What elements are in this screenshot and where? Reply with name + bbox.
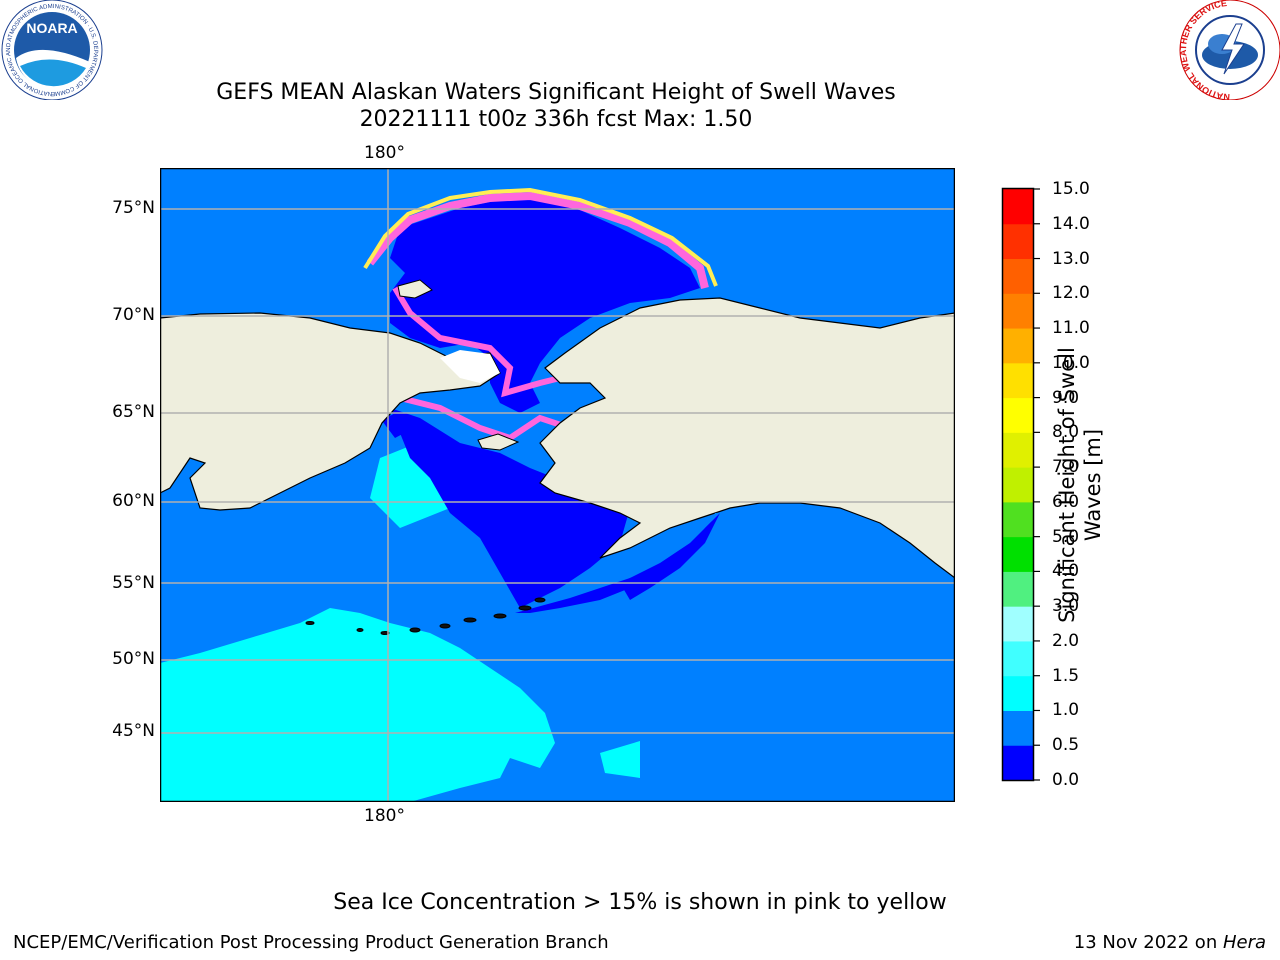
- colorbar-tick-label: 8.0: [1052, 422, 1080, 443]
- colorbar-tick-label: 13.0: [1052, 248, 1090, 269]
- ocean-cyan-patch-1: [165, 753, 220, 793]
- lon-label-top: 180°: [364, 143, 405, 163]
- ocean-dark-bering-arctic: [380, 408, 630, 608]
- nws-logo: NATIONAL WEATHER SERVICE: [1178, 0, 1280, 100]
- colorbar-tick-label: 2.0: [1052, 630, 1080, 651]
- title-line-1: GEFS MEAN Alaskan Waters Significant Hei…: [216, 80, 896, 105]
- colorbar: [1001, 187, 1040, 782]
- colorbar-tick-label: 6.0: [1052, 491, 1080, 512]
- colorbar-tick-label: 4.0: [1052, 561, 1080, 582]
- sea-ice-edge-pink: [366, 191, 709, 289]
- colorbar-swatch: [1003, 675, 1033, 711]
- colorbar-swatch: [1003, 745, 1033, 781]
- noaa-logo-text: NOARA: [26, 20, 77, 36]
- ocean-dark-gulf-alaska: [515, 518, 715, 613]
- colorbar-swatch: [1003, 467, 1033, 503]
- colorbar-swatch: [1003, 189, 1033, 225]
- footer-date: 13 Nov 2022 on Hera: [1074, 932, 1266, 953]
- colorbar-swatch: [1003, 397, 1033, 433]
- colorbar-swatch: [1003, 606, 1033, 642]
- colorbar-swatch: [1003, 571, 1033, 607]
- lat-label-75: 75°N: [112, 198, 155, 218]
- map-panel: [160, 168, 955, 802]
- footer-branch: NCEP/EMC/Verification Post Processing Pr…: [13, 932, 609, 953]
- sea-ice-edge-yellow: [363, 187, 718, 287]
- colorbar-tick-label: 9.0: [1052, 387, 1080, 408]
- colorbar-frame: [1001, 187, 1035, 782]
- colorbar-label-line-1: Significant Height of Swell: [1055, 347, 1079, 623]
- noaa-logo: NOARA NATIONAL OCEANIC AND ATMOSPHERIC A…: [0, 0, 103, 100]
- colorbar-swatch: [1003, 223, 1033, 260]
- ocean-dark-chukchi: [390, 198, 700, 413]
- colorbar-swatches: [1003, 189, 1033, 781]
- colorbar-label: Significant Height of Swell Waves [m]: [1054, 325, 1106, 645]
- colorbar-ticks: [1033, 188, 1040, 781]
- colorbar-swatch: [1003, 501, 1033, 538]
- colorbar-tick-label: 0.0: [1052, 770, 1080, 790]
- lat-label-60: 60°N: [112, 491, 155, 511]
- graticule: [160, 168, 955, 802]
- colorbar-tick-label: 5.0: [1052, 526, 1080, 547]
- colorbar-swatch: [1003, 640, 1033, 677]
- title-line-2: 20221111 t00z 336h fcst Max: 1.50: [359, 107, 753, 132]
- ocean-cyan-region: [160, 608, 555, 802]
- sea-ice-edge-pink-west: [392, 286, 581, 398]
- lon-label-bottom: 180°: [364, 806, 405, 826]
- colorbar-swatch: [1003, 536, 1033, 572]
- colorbar-tick-label: 3.0: [1052, 596, 1080, 617]
- aleutian-islands: [305, 597, 546, 635]
- lat-label-50: 50°N: [112, 649, 155, 669]
- colorbar-swatch: [1003, 710, 1033, 746]
- land-alaska: [539, 297, 955, 579]
- colorbar-swatch: [1003, 362, 1033, 399]
- no-data-band: [440, 350, 500, 383]
- footer-date-text: 13 Nov 2022 on: [1073, 932, 1223, 953]
- land-st-lawrence-island: [477, 433, 520, 451]
- colorbar-tick-label: 1.5: [1052, 665, 1080, 686]
- colorbar-tick-label: 14.0: [1052, 213, 1090, 234]
- colorbar-label-line-2: Waves [m]: [1081, 428, 1105, 542]
- colorbar-tick-label: 1.0: [1052, 700, 1080, 721]
- lat-label-65: 65°N: [112, 402, 155, 422]
- colorbar-tick-label: 12.0: [1052, 283, 1090, 304]
- lat-label-70: 70°N: [112, 305, 155, 325]
- colorbar-tick-label: 15.0: [1052, 179, 1090, 199]
- colorbar-tick-label: 7.0: [1052, 457, 1080, 478]
- sea-ice-note: Sea Ice Concentration > 15% is shown in …: [333, 890, 947, 915]
- footer-machine: Hera: [1222, 932, 1266, 953]
- colorbar-swatch: [1003, 258, 1033, 294]
- colorbar-swatch: [1003, 293, 1033, 329]
- lat-label-55: 55°N: [112, 573, 155, 593]
- colorbar-tick-label: 11.0: [1052, 318, 1090, 339]
- land-wrangel-island: [397, 279, 433, 299]
- map-frame: [160, 168, 955, 802]
- lat-label-45: 45°N: [112, 721, 155, 741]
- ocean-dark-gulf-strip: [620, 513, 720, 600]
- colorbar-swatch: [1003, 328, 1033, 364]
- colorbar-swatch: [1003, 432, 1033, 468]
- colorbar-tick-label: 0.5: [1052, 735, 1080, 756]
- colorbar-tick-label: 10.0: [1052, 352, 1090, 373]
